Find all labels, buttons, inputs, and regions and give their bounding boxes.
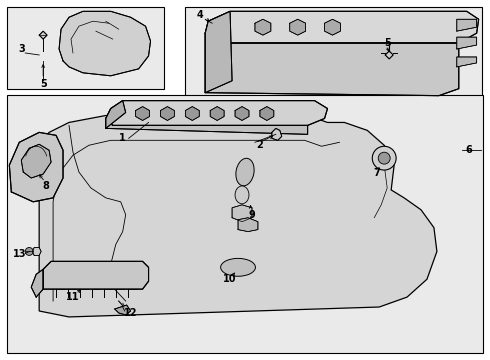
Polygon shape bbox=[106, 100, 327, 125]
Bar bbox=[185, 7, 482, 99]
Text: 11: 11 bbox=[66, 292, 80, 302]
Polygon shape bbox=[29, 116, 437, 317]
Polygon shape bbox=[106, 118, 308, 134]
Polygon shape bbox=[115, 305, 131, 315]
Text: 7: 7 bbox=[374, 168, 381, 178]
Circle shape bbox=[372, 146, 396, 170]
Text: 3: 3 bbox=[18, 44, 24, 54]
Text: 10: 10 bbox=[223, 274, 237, 284]
Polygon shape bbox=[457, 57, 477, 67]
Polygon shape bbox=[43, 261, 148, 289]
Polygon shape bbox=[290, 19, 306, 35]
Polygon shape bbox=[185, 107, 199, 121]
Text: 2: 2 bbox=[257, 140, 263, 150]
Polygon shape bbox=[238, 218, 258, 231]
Circle shape bbox=[378, 152, 390, 164]
Polygon shape bbox=[21, 144, 51, 178]
Text: 1: 1 bbox=[120, 133, 126, 143]
Polygon shape bbox=[9, 132, 63, 202]
Bar bbox=[7, 95, 483, 353]
Polygon shape bbox=[235, 107, 249, 121]
Polygon shape bbox=[210, 107, 224, 121]
Polygon shape bbox=[324, 19, 341, 35]
Polygon shape bbox=[205, 11, 479, 43]
Polygon shape bbox=[136, 107, 149, 121]
Text: 9: 9 bbox=[248, 210, 255, 220]
Polygon shape bbox=[31, 269, 43, 297]
Polygon shape bbox=[39, 31, 47, 39]
Polygon shape bbox=[255, 19, 271, 35]
Text: 5: 5 bbox=[384, 38, 391, 48]
Circle shape bbox=[25, 247, 33, 255]
Text: 4: 4 bbox=[197, 10, 204, 20]
Polygon shape bbox=[457, 19, 477, 31]
Polygon shape bbox=[32, 247, 41, 255]
Text: 5: 5 bbox=[40, 79, 47, 89]
Text: 6: 6 bbox=[466, 145, 472, 155]
Polygon shape bbox=[457, 37, 477, 49]
Text: 13: 13 bbox=[13, 249, 26, 260]
Polygon shape bbox=[59, 11, 150, 76]
Text: 12: 12 bbox=[124, 308, 137, 318]
Polygon shape bbox=[260, 107, 274, 121]
Ellipse shape bbox=[220, 258, 255, 276]
Bar bbox=[7, 7, 165, 89]
Polygon shape bbox=[232, 205, 252, 222]
Polygon shape bbox=[161, 107, 174, 121]
Polygon shape bbox=[272, 129, 282, 140]
Ellipse shape bbox=[236, 158, 254, 186]
Polygon shape bbox=[385, 51, 393, 59]
Text: 8: 8 bbox=[43, 181, 49, 191]
Polygon shape bbox=[106, 100, 125, 129]
Polygon shape bbox=[205, 33, 459, 96]
Ellipse shape bbox=[235, 186, 249, 204]
Polygon shape bbox=[205, 11, 232, 93]
